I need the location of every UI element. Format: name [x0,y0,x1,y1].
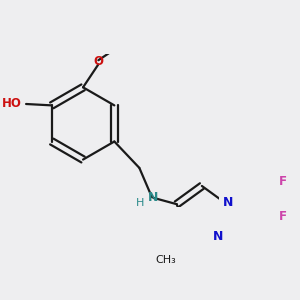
Text: CH₃: CH₃ [156,255,177,265]
Text: N: N [148,191,158,204]
Text: F: F [279,175,287,188]
Text: O: O [93,55,103,68]
Text: N: N [223,196,233,209]
Text: N: N [213,230,223,243]
Text: HO: HO [2,97,22,110]
Text: F: F [279,210,287,223]
Text: H: H [136,198,144,208]
